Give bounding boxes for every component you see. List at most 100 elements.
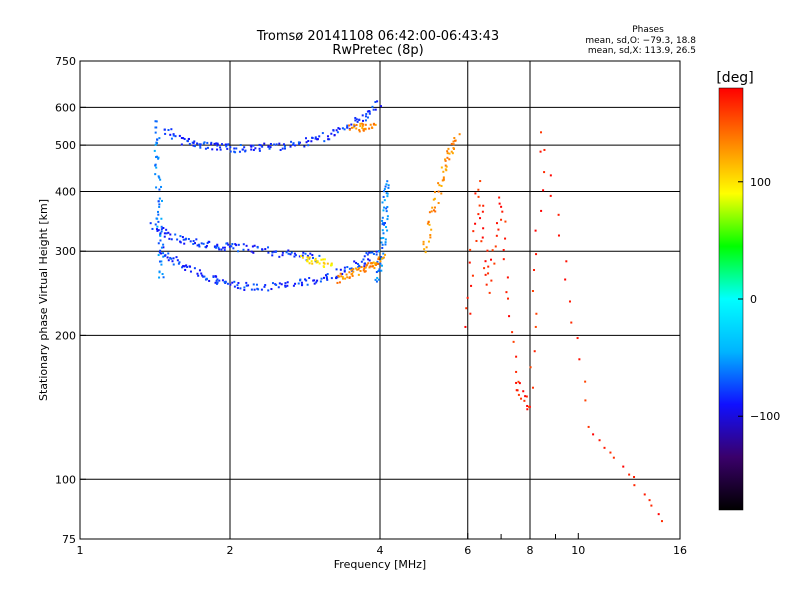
scatter-point — [587, 425, 590, 428]
scatter-point — [369, 265, 372, 268]
scatter-point — [447, 147, 450, 150]
scatter-point — [275, 143, 278, 146]
scatter-point — [229, 150, 232, 153]
scatter-point — [529, 366, 532, 369]
scatter-point — [311, 137, 314, 140]
scatter-point — [156, 229, 159, 232]
scatter-point — [450, 150, 453, 153]
scatter-point — [368, 127, 371, 130]
scatter-point — [323, 265, 326, 268]
scatter-point — [534, 325, 537, 328]
scatter-point — [182, 238, 185, 241]
scatter-point — [330, 277, 333, 280]
scatter-point — [354, 267, 357, 270]
scatter-point — [306, 283, 309, 286]
scatter-point — [241, 148, 244, 151]
scatter-point — [381, 219, 384, 222]
scatter-point — [539, 150, 542, 153]
scatter-point — [518, 382, 521, 385]
scatter-point — [274, 250, 277, 253]
scatter-point — [350, 123, 353, 126]
scatter-point — [169, 133, 172, 136]
scatter-point — [192, 144, 195, 147]
scatter-point — [355, 127, 358, 130]
scatter-point — [515, 355, 518, 358]
y-tick-label: 75 — [62, 533, 76, 546]
scatter-point — [219, 146, 222, 149]
scatter-point — [183, 242, 186, 245]
scatter-point — [218, 279, 221, 282]
axis-ticks: 1 2 4 6 8 10 16 75 100 200 300 400 500 600 750 — [55, 55, 687, 557]
scatter-point — [169, 256, 172, 259]
scatter-point — [357, 273, 360, 276]
scatter-point — [242, 248, 245, 251]
scatter-point — [448, 152, 451, 155]
scatter-point — [373, 262, 376, 265]
scatter-point — [305, 279, 308, 282]
scatter-point — [160, 260, 163, 263]
scatter-point — [225, 145, 228, 148]
scatter-point — [259, 144, 262, 147]
scatter-point — [294, 254, 297, 257]
scatter-point — [609, 451, 612, 454]
scatter-point — [192, 141, 195, 144]
scatter-point — [365, 252, 368, 255]
scatter-point — [356, 268, 359, 271]
scatter-point — [305, 141, 308, 144]
scatter-point — [316, 260, 319, 263]
scatter-point — [339, 272, 342, 275]
scatter-point — [465, 307, 468, 310]
scatter-point — [622, 465, 625, 468]
scatter-point — [371, 251, 374, 254]
scatter-point — [497, 228, 500, 231]
scatter-point — [450, 142, 453, 145]
scatter-point — [320, 277, 323, 280]
scatter-point — [341, 272, 344, 275]
scatter-point — [217, 246, 220, 249]
scatter-point — [216, 281, 219, 284]
scatter-point — [481, 236, 484, 239]
scatter-point — [293, 252, 296, 255]
scatter-point — [365, 113, 368, 116]
scatter-point — [318, 262, 321, 265]
scatter-point — [380, 256, 383, 259]
scatter-point — [543, 148, 546, 151]
scatter-point — [508, 315, 511, 318]
scatter-point — [216, 278, 219, 281]
scatter-point — [318, 254, 321, 257]
scatter-point — [154, 126, 157, 129]
scatter-point — [375, 253, 378, 256]
scatter-point — [219, 148, 222, 151]
scatter-point — [235, 147, 238, 150]
scatter-point — [206, 241, 209, 244]
scatter-point — [158, 251, 161, 254]
scatter-point — [373, 267, 376, 270]
scatter-point — [183, 265, 186, 268]
scatter-point — [287, 249, 290, 252]
scatter-point — [344, 277, 347, 280]
scatter-point — [284, 282, 287, 285]
scatter-point — [254, 147, 257, 150]
scatter-point — [471, 274, 474, 277]
scatter-point — [319, 280, 322, 283]
scatter-point — [320, 258, 323, 261]
scatter-point — [260, 288, 263, 291]
scatter-point — [277, 286, 280, 289]
scatter-point — [340, 275, 343, 278]
scatter-point — [523, 399, 526, 402]
scatter-point — [325, 274, 328, 277]
scatter-point — [338, 281, 341, 284]
scatter-point — [271, 254, 274, 257]
scatter-point — [172, 263, 175, 266]
scatter-point — [603, 446, 606, 449]
scatter-point — [385, 192, 388, 195]
scatter-point — [223, 249, 226, 252]
scatter-point — [540, 209, 543, 212]
scatter-point — [355, 261, 358, 264]
scatter-point — [506, 276, 509, 279]
scatter-point — [243, 288, 246, 291]
scatter-point — [298, 141, 301, 144]
scatter-point — [313, 282, 316, 285]
scatter-point — [216, 243, 219, 246]
scatter-point — [306, 259, 309, 262]
